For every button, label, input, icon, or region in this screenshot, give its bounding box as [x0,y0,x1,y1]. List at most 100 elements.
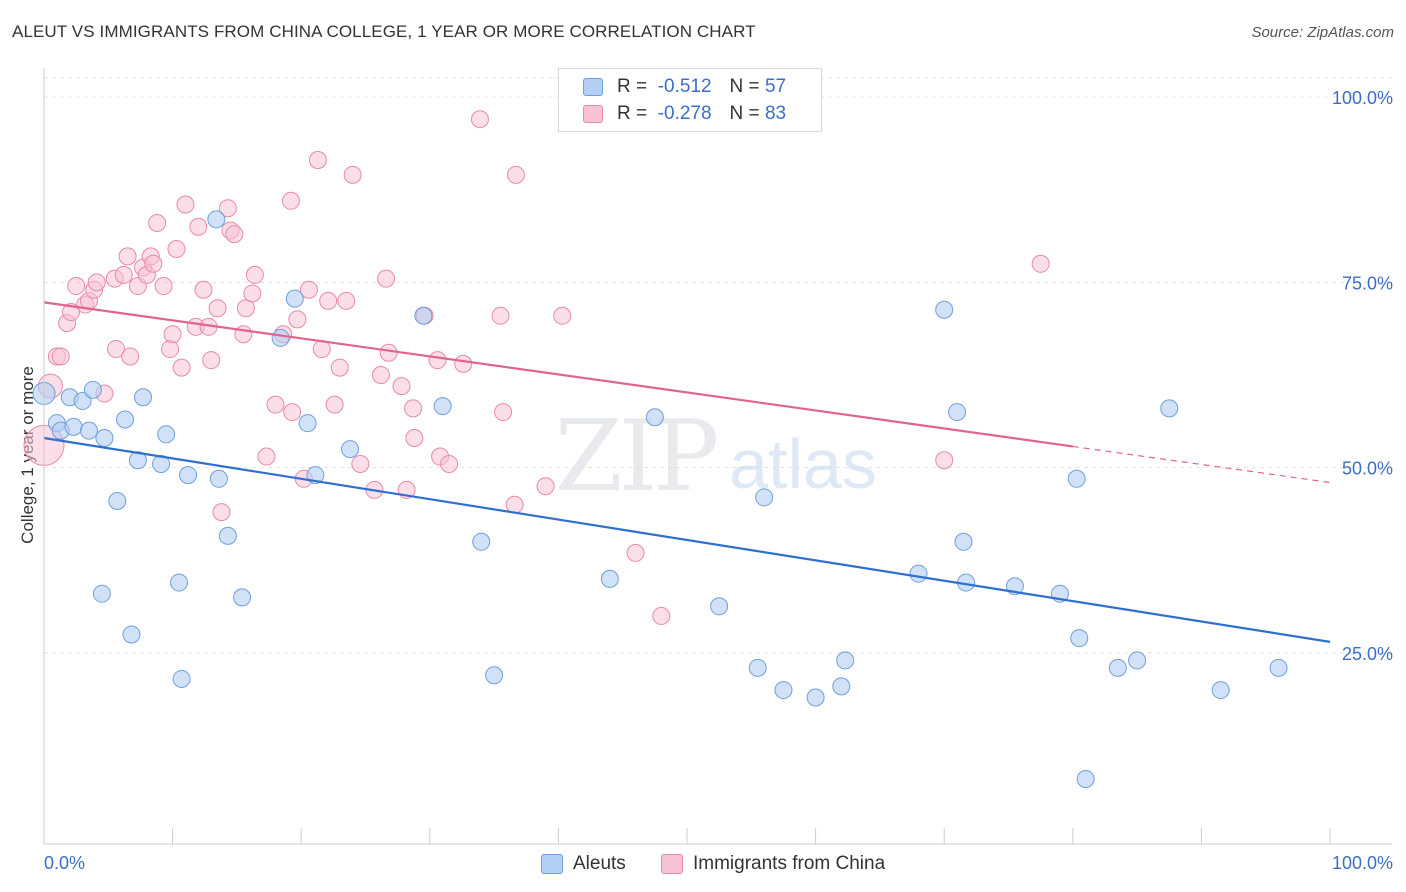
china-point [107,340,126,359]
aleut-point [909,564,928,583]
china-trend-extension [1072,445,1331,484]
y-tick-label: 50.0% [1342,459,1393,479]
grid-layer [44,77,1392,654]
china-point [288,310,307,329]
china-point [234,325,253,344]
aleut-point [134,388,153,407]
china-point [392,377,411,396]
aleut-point [645,408,664,427]
chart-title: ALEUT VS IMMIGRANTS FROM CHINA COLLEGE, … [12,22,756,41]
source-credit: Source: ZipAtlas.com [1251,24,1394,41]
china-point [626,543,645,562]
china-point [299,280,318,299]
aleut-point [80,421,99,440]
china-point [935,451,954,470]
watermark-zip: ZIP [555,400,717,514]
aleut-point [218,526,237,545]
legend-r-label: R = [617,103,648,124]
china-point [257,447,276,466]
aleut-point [1160,399,1179,418]
x-tick-label: 0.0% [44,853,85,873]
china-point [470,110,489,129]
china-point [118,247,137,266]
axis-layer: 100.0% 75.0% 50.0% 25.0% 0.0% 100.0% [43,68,1393,873]
aleut-point [172,669,191,688]
bottom-legend-china: Immigrants from China [661,851,885,877]
aleut-point [271,328,290,347]
china-point [281,191,300,210]
china-point [440,454,459,473]
china-point [121,347,140,366]
aleut-point [954,532,973,551]
china-point [266,395,285,414]
china-point [371,366,390,384]
china-trend-line [43,301,1073,448]
china-point [167,239,186,258]
legend-row-china: R = -0.278 N = 83 [583,101,786,127]
china-point [283,403,302,422]
aleut-points [32,210,1288,789]
china-point [454,354,473,373]
aleut-point [64,417,83,436]
aleut-trend-line [43,436,1331,643]
china-point [172,358,191,377]
aleut-point [710,597,729,616]
aleut-point [108,492,127,511]
legend-n-china: 83 [764,103,787,124]
legend-n-label: N = [729,103,760,124]
legend-r-label: R = [617,76,648,97]
china-point [405,429,424,448]
trend-lines [43,301,1331,643]
china-point [428,351,447,370]
china-point [225,225,244,244]
legend-row-aleuts: R = -0.512 N = 57 [583,74,786,100]
china-point [148,214,167,233]
legend-swatch-aleuts [583,78,603,96]
china-point [491,306,510,325]
china-point [652,606,671,625]
watermark-atlas: atlas [729,425,877,503]
aleut-point [285,289,304,308]
china-point [236,299,255,318]
china-point [325,395,344,414]
aleut-point [832,677,851,696]
china-point [506,165,525,184]
china-point [194,280,213,299]
legend-n-label: N = [729,76,760,97]
x-tick-label: 100.0% [1332,853,1393,873]
aleut-point [1076,770,1095,789]
china-point [330,358,349,377]
china-point [379,343,398,362]
china-point [51,347,70,366]
aleut-point [748,658,767,677]
china-point [404,399,423,418]
china-point [114,265,133,284]
bottom-legend-swatch-china [661,854,683,874]
china-point [245,265,264,284]
bottom-legend-swatch-aleuts [541,854,563,874]
aleut-point [92,584,111,603]
aleut-point [600,569,619,588]
aleut-point [207,210,226,229]
aleut-point [774,681,793,700]
aleut-point [298,414,317,433]
china-points [23,110,1050,625]
aleut-point [1108,658,1127,677]
china-point [208,299,227,318]
aleut-point [179,466,198,485]
china-point [243,284,262,303]
aleut-point [341,440,360,459]
china-point [161,340,180,359]
china-point [176,195,195,214]
aleut-point [485,666,504,685]
aleut-point [1211,681,1230,700]
legend: R = -0.512 N = 57 R = -0.278 N = 83 [558,68,822,132]
china-point [189,217,208,236]
y-tick-label: 25.0% [1342,644,1393,664]
china-point [218,199,237,218]
bottom-legend-aleuts: Aleuts [541,851,626,877]
china-point [337,291,356,310]
legend-n-aleuts: 57 [764,76,787,97]
china-point [308,151,327,170]
